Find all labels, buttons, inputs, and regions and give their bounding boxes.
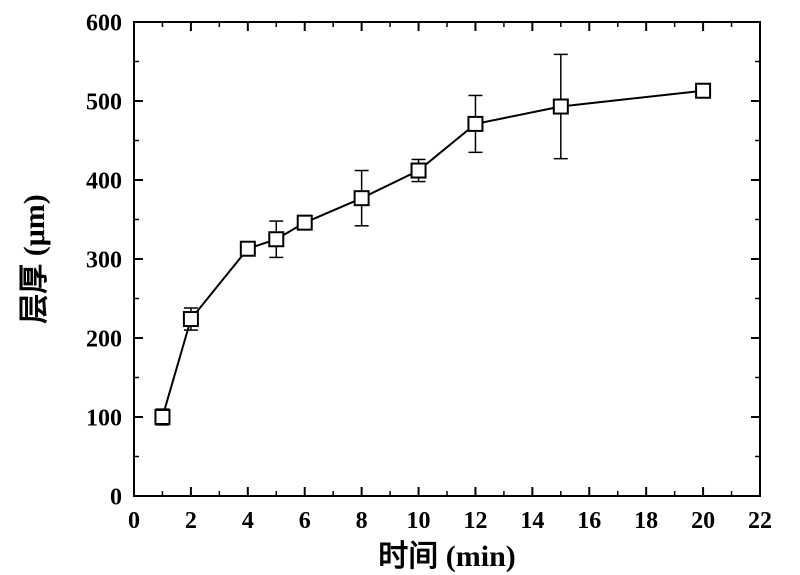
- x-tick-label: 6: [299, 508, 311, 534]
- y-tick-label: 200: [86, 326, 122, 352]
- data-marker: [241, 242, 255, 256]
- x-axis-label: 时间 (min): [378, 540, 516, 573]
- x-tick-label: 16: [577, 508, 601, 534]
- y-tick-label: 300: [86, 247, 122, 273]
- x-tick-label: 22: [748, 508, 772, 534]
- y-tick-label: 0: [110, 484, 122, 510]
- plot-frame: [134, 22, 760, 496]
- data-marker: [412, 164, 426, 178]
- chart-svg: 0 2 4 6 8 10 12 14 16 18 20 22 时间 (min) 0 100 200 300 400…: [0, 0, 800, 575]
- y-axis-label: 层厚 (μm): [18, 194, 51, 323]
- x-tick-label: 0: [128, 508, 140, 534]
- data-marker: [298, 216, 312, 230]
- data-marker: [554, 100, 568, 114]
- data-marker: [468, 117, 482, 131]
- x-tick-label: 8: [356, 508, 368, 534]
- x-tick-label: 10: [407, 508, 431, 534]
- x-tick-label: 4: [242, 508, 254, 534]
- data-marker: [184, 312, 198, 326]
- y-tick-label: 400: [86, 168, 122, 194]
- x-tick-label: 18: [634, 508, 658, 534]
- y-tick-label: 500: [86, 89, 122, 115]
- x-tick-label: 20: [691, 508, 715, 534]
- y-tick-label: 100: [86, 405, 122, 431]
- data-marker: [696, 84, 710, 98]
- x-tick-label: 2: [185, 508, 197, 534]
- x-tick-label: 12: [463, 508, 487, 534]
- data-marker: [355, 191, 369, 205]
- x-tick-label: 14: [520, 508, 544, 534]
- y-tick-label: 600: [86, 10, 122, 36]
- chart-container: 0 2 4 6 8 10 12 14 16 18 20 22 时间 (min) 0 100 200 300 400…: [0, 0, 800, 575]
- data-marker: [269, 232, 283, 246]
- data-marker: [155, 410, 169, 424]
